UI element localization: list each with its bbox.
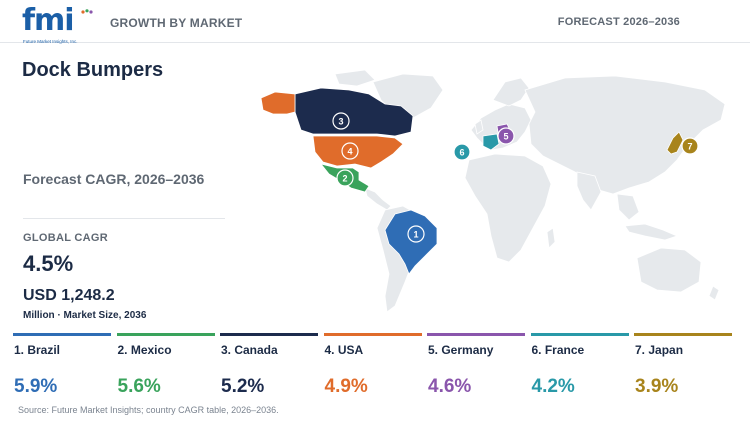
rank-marker-number: 4: [347, 147, 352, 157]
forecast-cagr-label: Forecast CAGR, 2026–2036: [23, 171, 205, 187]
land-australia: [636, 247, 702, 293]
country-name: 4. USA: [324, 343, 364, 357]
country-cagr-value: 3.9%: [635, 376, 679, 397]
country-color-bar: [427, 333, 525, 336]
country-tile-japan[interactable]: 7. Japan 3.9%: [634, 333, 732, 403]
rank-marker-number: 6: [459, 148, 464, 158]
rank-marker-canada[interactable]: 3: [332, 112, 350, 130]
country-color-bar: [116, 333, 215, 336]
logo-text: fmi: [22, 3, 75, 38]
rank-marker-circle: [332, 112, 350, 130]
country-cagr-value: 5.9%: [14, 376, 58, 397]
land-africa: [464, 153, 552, 263]
rank-marker-germany[interactable]: 5: [497, 127, 515, 145]
fmi-logo[interactable]: fmi Future Market Insights, Inc.: [22, 3, 93, 44]
divider: [23, 218, 225, 219]
global-cagr-label: GLOBAL CAGR: [23, 232, 108, 244]
country-name: 2. Mexico: [117, 343, 172, 357]
rank-marker-number: 1: [413, 230, 418, 240]
rank-marker-japan[interactable]: 7: [681, 137, 699, 155]
land-madagascar: [546, 227, 556, 249]
country-france[interactable]: [482, 133, 500, 151]
section-label: GROWTH BY MARKET: [110, 16, 243, 30]
country-tile-france[interactable]: 6. France 4.2%: [530, 333, 629, 403]
land-uk: [474, 119, 484, 135]
country-cagr-value: 5.2%: [221, 376, 265, 397]
country-tile-brazil[interactable]: 1. Brazil 5.9%: [13, 333, 111, 403]
land-new-zealand: [708, 285, 720, 301]
land-arctic-islands: [334, 69, 376, 87]
rank-markers: 1 2 3 4 5 6 7: [332, 112, 699, 243]
rank-marker-usa[interactable]: 4: [341, 142, 359, 160]
country-brazil[interactable]: [384, 209, 438, 275]
rank-marker-circle: [407, 225, 425, 243]
rank-marker-number: 3: [338, 117, 343, 127]
land-asia: [524, 75, 726, 195]
country-tile-canada[interactable]: 3. Canada 5.2%: [220, 333, 318, 403]
rank-marker-circle: [336, 169, 354, 187]
land-indonesia: [624, 223, 679, 241]
country-cagr-value: 4.2%: [531, 376, 575, 397]
country-color-bar: [323, 333, 422, 336]
land-india: [576, 171, 602, 211]
land-background: [334, 69, 726, 313]
logo-tagline: Future Market Insights, Inc.: [23, 39, 78, 44]
country-cagr-value: 4.9%: [324, 376, 368, 397]
rank-marker-number: 2: [342, 174, 347, 184]
country-usa-alaska[interactable]: [260, 91, 296, 115]
world-map: 1 2 3 4 5 6 7: [260, 69, 726, 313]
rank-marker-circle: [341, 142, 359, 160]
rank-marker-circle: [453, 143, 471, 161]
market-size-unit: Million · Market Size, 2036: [23, 310, 147, 321]
country-cagr-value: 5.6%: [117, 376, 161, 397]
country-color-bar: [634, 333, 732, 336]
country-japan[interactable]: [666, 131, 684, 155]
country-color-bar: [530, 333, 629, 336]
country-cagr-value: 4.6%: [428, 376, 472, 397]
rank-marker-france[interactable]: 6: [453, 143, 471, 161]
country-canada[interactable]: [294, 87, 414, 137]
land-scandinavia: [492, 77, 530, 107]
page-title: Dock Bumpers: [22, 59, 164, 81]
rank-marker-mexico[interactable]: 2: [336, 169, 354, 187]
country-color-bar: [13, 333, 111, 336]
country-color-bar: [220, 333, 318, 336]
country-tile-usa[interactable]: 4. USA 4.9%: [323, 333, 422, 403]
forecast-period-label: FORECAST 2026–2036: [557, 16, 680, 28]
rank-marker-number: 5: [503, 132, 508, 142]
rank-marker-circle: [681, 137, 699, 155]
land-se-asia: [616, 193, 640, 221]
header-bar: fmi Future Market Insights, Inc. GROWTH …: [0, 0, 750, 44]
country-name: 5. Germany: [428, 343, 494, 357]
rank-marker-number: 7: [687, 142, 692, 152]
global-cagr-value: 4.5%: [23, 251, 74, 276]
country-tile-germany[interactable]: 5. Germany 4.6%: [427, 333, 525, 403]
land-central-america: [364, 187, 392, 211]
country-name: 7. Japan: [635, 343, 684, 357]
logo-people-icon: [81, 9, 93, 14]
market-size-value: USD 1,248.2: [23, 287, 115, 304]
country-name: 1. Brazil: [14, 343, 61, 357]
country-tile-mexico[interactable]: 2. Mexico 5.6%: [116, 333, 215, 403]
source-note: Source: Future Market Insights; country …: [18, 405, 279, 415]
country-name: 3. Canada: [221, 343, 278, 357]
rank-marker-brazil[interactable]: 1: [407, 225, 425, 243]
rank-marker-circle: [497, 127, 515, 145]
country-name: 6. France: [531, 343, 585, 357]
